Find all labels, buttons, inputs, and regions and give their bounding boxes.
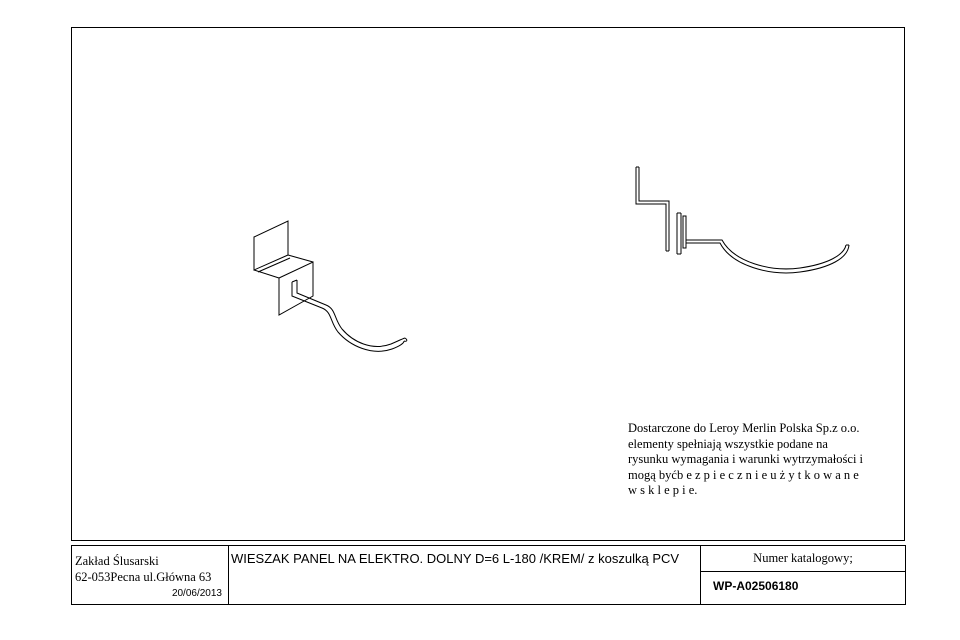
company-name: Zakład Ślusarski — [75, 554, 159, 568]
compliance-note: Dostarczone do Leroy Merlin Polska Sp.z … — [628, 421, 864, 497]
product-title: WIESZAK PANEL NA ELEKTRO. DOLNY D=6 L-18… — [231, 551, 680, 566]
drawing-frame — [71, 27, 905, 541]
catalog-cell: Numer katalogowy; WP-A02506180 — [701, 546, 905, 604]
product-title-cell: WIESZAK PANEL NA ELEKTRO. DOLNY D=6 L-18… — [229, 546, 701, 604]
title-block: Zakład Ślusarski 62-053Pecna ul.Główna 6… — [71, 545, 906, 605]
drawing-date: 20/06/2013 — [171, 588, 222, 599]
catalog-label: Numer katalogowy; — [753, 551, 853, 565]
company-cell: Zakład Ślusarski 62-053Pecna ul.Główna 6… — [72, 546, 229, 604]
company-address: 62-053Pecna ul.Główna 63 — [75, 570, 212, 584]
catalog-number: WP-A02506180 — [713, 579, 799, 593]
catalog-label-row: Numer katalogowy; — [701, 546, 905, 572]
side-hook-view — [635, 166, 850, 274]
isometric-hook-view — [253, 220, 408, 352]
